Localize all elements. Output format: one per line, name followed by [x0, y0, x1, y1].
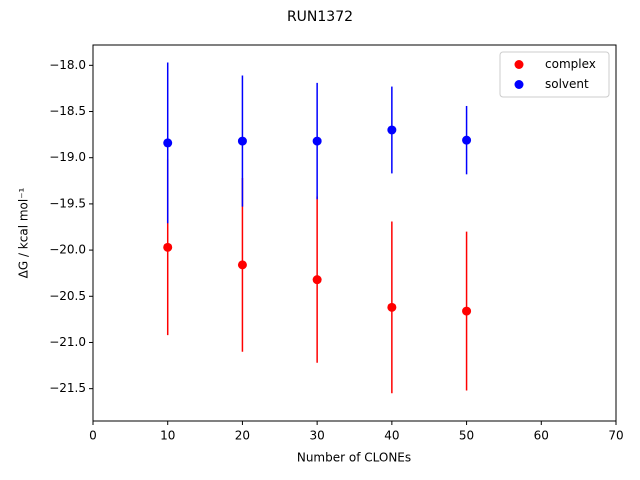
- y-tick-label: −19.0: [49, 150, 86, 164]
- point: [312, 275, 322, 285]
- plot-frame: [92, 44, 617, 422]
- point: [312, 136, 322, 146]
- legend-label: solvent: [545, 77, 589, 91]
- y-axis-label: ΔG / kcal mol⁻¹: [17, 187, 31, 278]
- x-tick-label: 50: [459, 429, 474, 443]
- x-tick-label: 20: [235, 429, 250, 443]
- x-tick-label: 10: [160, 429, 175, 443]
- legend-marker: [514, 60, 524, 69]
- y-tick-label: −21.5: [49, 381, 86, 395]
- point: [237, 136, 247, 146]
- y-tick-label: −21.0: [49, 335, 86, 349]
- point: [462, 306, 472, 316]
- x-tick-label: 0: [89, 429, 97, 443]
- x-tick-label: 70: [608, 429, 623, 443]
- legend-marker: [514, 80, 524, 89]
- x-tick-label: 40: [384, 429, 399, 443]
- x-axis-label: Number of CLONEs: [297, 451, 411, 465]
- point: [387, 125, 397, 135]
- y-tick-label: −18.5: [49, 104, 86, 118]
- legend-box: [499, 51, 610, 98]
- point: [163, 138, 173, 148]
- point: [163, 242, 173, 252]
- y-tick-label: −20.5: [49, 289, 86, 303]
- point: [237, 260, 247, 270]
- legend-label: complex: [545, 57, 596, 71]
- y-tick-label: −18.0: [49, 58, 86, 72]
- x-tick-label: 30: [310, 429, 325, 443]
- point: [462, 135, 472, 145]
- y-tick-label: −20.0: [49, 243, 86, 257]
- chart-title: RUN1372: [287, 9, 353, 25]
- y-tick-label: −19.5: [49, 196, 86, 210]
- point: [387, 302, 397, 312]
- x-tick-label: 60: [534, 429, 549, 443]
